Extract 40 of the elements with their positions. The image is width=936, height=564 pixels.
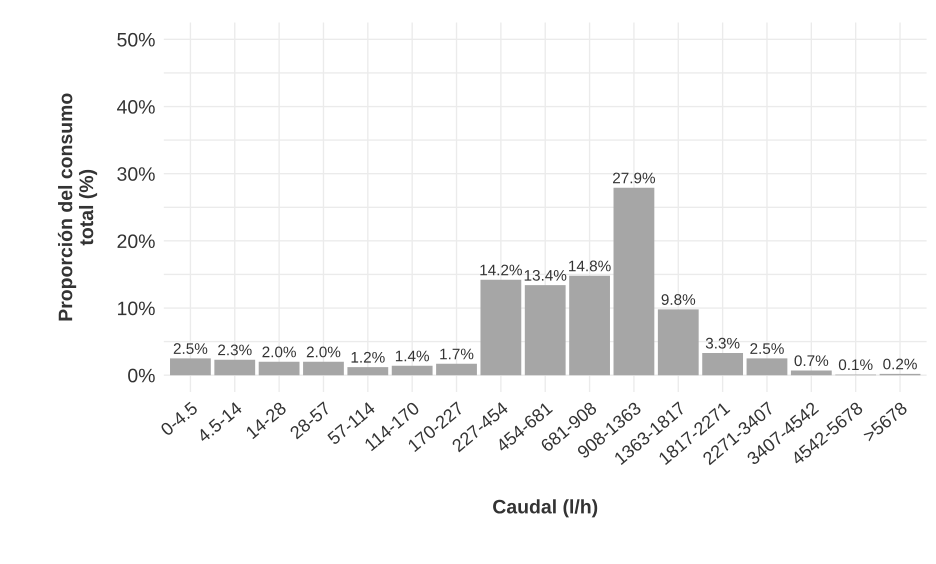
data-label: 2.5% bbox=[750, 343, 784, 354]
bar bbox=[392, 366, 433, 376]
bar bbox=[214, 360, 256, 376]
data-label: 0.7% bbox=[794, 355, 828, 366]
bar bbox=[347, 367, 388, 376]
y-tick-label: 0% bbox=[128, 368, 155, 382]
data-label: 2.5% bbox=[174, 343, 208, 354]
data-label: 2.3% bbox=[218, 344, 252, 356]
data-label: 14.8% bbox=[569, 260, 611, 272]
bar bbox=[170, 358, 211, 376]
y-tick-label: 10% bbox=[118, 301, 155, 316]
y-tick-label: 50% bbox=[117, 32, 155, 47]
data-label: 1.4% bbox=[396, 350, 430, 362]
bar bbox=[746, 358, 788, 376]
bar bbox=[569, 276, 610, 376]
y-tick-label: 40% bbox=[116, 100, 155, 114]
y-axis-title: Proporción del consumo total (%) bbox=[58, 94, 98, 320]
bar bbox=[658, 309, 699, 376]
bar bbox=[303, 362, 344, 376]
data-label: 1.2% bbox=[352, 352, 385, 363]
y-tick-label: 30% bbox=[117, 167, 155, 181]
data-label: 9.8% bbox=[662, 294, 696, 305]
x-axis-title: Caudal (l/h) bbox=[493, 499, 598, 518]
data-label: 0.1% bbox=[838, 359, 873, 370]
y-tick-label: 20% bbox=[118, 234, 155, 248]
bar bbox=[524, 285, 566, 376]
bar bbox=[258, 362, 300, 376]
data-label: 2.0% bbox=[306, 346, 340, 358]
data-label: 2.0% bbox=[262, 346, 296, 358]
data-label: 0.2% bbox=[883, 358, 917, 370]
bar bbox=[480, 280, 522, 376]
bar bbox=[614, 188, 654, 376]
data-label: 3.3% bbox=[706, 338, 740, 349]
bar bbox=[436, 364, 477, 376]
bar bbox=[790, 370, 832, 376]
data-label: 14.2% bbox=[480, 264, 522, 276]
data-label: 13.4% bbox=[524, 270, 566, 281]
data-label: 27.9% bbox=[613, 172, 656, 184]
data-label: 1.7% bbox=[440, 348, 474, 360]
bar bbox=[702, 353, 744, 376]
